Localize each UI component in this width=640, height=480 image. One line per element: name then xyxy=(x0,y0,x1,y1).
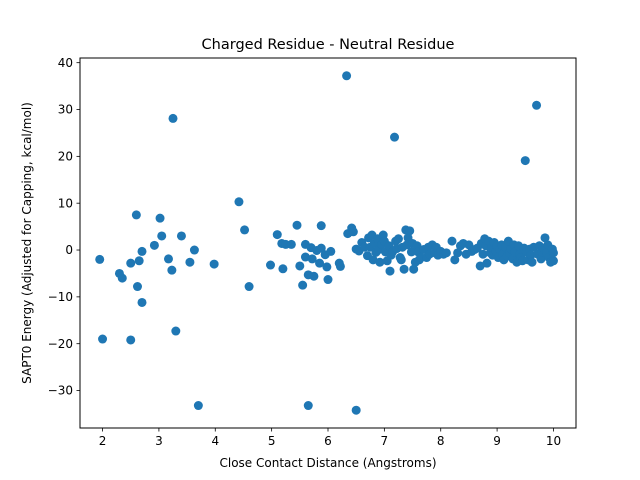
data-point xyxy=(240,225,250,235)
data-point xyxy=(307,254,317,264)
data-point xyxy=(244,282,254,292)
data-point xyxy=(526,250,536,260)
y-tick-label: −20 xyxy=(48,337,73,351)
data-point xyxy=(295,261,305,271)
data-point xyxy=(409,264,419,274)
data-point xyxy=(385,266,395,276)
data-point xyxy=(316,243,326,253)
data-point xyxy=(171,326,181,336)
x-tick-label: 10 xyxy=(546,434,561,448)
data-point xyxy=(335,261,345,271)
data-point xyxy=(193,401,203,411)
x-axis-label: Close Contact Distance (Angstroms) xyxy=(220,456,437,470)
data-point xyxy=(540,233,550,243)
y-tick-label: 20 xyxy=(58,150,73,164)
x-tick-label: 3 xyxy=(155,434,163,448)
data-point xyxy=(441,248,451,258)
data-point xyxy=(351,405,361,415)
data-point xyxy=(286,239,296,249)
data-point xyxy=(155,213,165,223)
data-point xyxy=(167,265,177,275)
data-point xyxy=(309,271,319,281)
y-tick-label: −10 xyxy=(48,290,73,304)
y-tick-label: −30 xyxy=(48,384,73,398)
x-tick-label: 4 xyxy=(211,434,219,448)
x-tick-label: 9 xyxy=(493,434,501,448)
data-point xyxy=(453,248,463,258)
data-point xyxy=(137,246,147,256)
data-point xyxy=(405,226,415,236)
data-point xyxy=(131,210,141,220)
x-tick-label: 6 xyxy=(324,434,332,448)
data-point xyxy=(315,258,325,268)
y-axis-ticks: −30 −20 −10 0 10 20 30 40 xyxy=(48,56,80,398)
data-point xyxy=(316,221,326,231)
y-axis-label: SAPT0 Energy (Adjusted for Capping, kcal… xyxy=(20,102,34,384)
data-point xyxy=(292,220,302,230)
data-point xyxy=(266,260,276,270)
data-point xyxy=(532,100,542,110)
data-point xyxy=(323,275,333,285)
data-point xyxy=(447,236,457,246)
data-point xyxy=(272,230,282,240)
data-point xyxy=(475,261,485,271)
data-point xyxy=(303,401,313,411)
data-points xyxy=(95,71,558,415)
data-point xyxy=(478,249,488,259)
y-tick-label: 40 xyxy=(58,56,73,70)
data-point xyxy=(176,231,186,241)
data-point xyxy=(536,254,546,264)
data-point xyxy=(132,282,142,292)
data-point xyxy=(95,254,105,264)
data-point xyxy=(126,335,136,345)
data-point xyxy=(234,197,244,207)
data-point xyxy=(368,255,378,265)
data-point xyxy=(189,245,199,255)
data-point xyxy=(126,258,136,268)
data-point xyxy=(137,297,147,307)
data-point xyxy=(117,273,127,283)
data-point xyxy=(134,256,144,266)
x-axis-ticks: 2 3 4 5 6 7 8 9 10 xyxy=(99,428,561,448)
y-tick-label: 30 xyxy=(58,103,73,117)
data-point xyxy=(375,257,385,267)
data-point xyxy=(399,264,409,274)
y-tick-label: 10 xyxy=(58,196,73,210)
data-point xyxy=(149,240,159,250)
x-tick-label: 5 xyxy=(268,434,276,448)
data-point xyxy=(342,71,352,81)
data-point xyxy=(390,132,400,142)
data-point xyxy=(278,264,288,274)
data-point xyxy=(527,257,537,267)
x-tick-label: 7 xyxy=(381,434,389,448)
data-point xyxy=(157,231,167,241)
data-point xyxy=(298,280,308,290)
data-point xyxy=(185,257,195,267)
data-point xyxy=(348,227,358,237)
data-point xyxy=(450,255,460,265)
x-tick-label: 8 xyxy=(437,434,445,448)
plot-frame xyxy=(79,57,577,429)
data-point xyxy=(168,113,178,123)
data-point xyxy=(300,252,310,262)
data-point xyxy=(326,246,336,256)
data-point xyxy=(393,234,403,244)
data-point xyxy=(163,254,173,264)
data-point xyxy=(482,258,492,268)
data-point xyxy=(406,247,416,257)
data-point xyxy=(209,259,219,269)
data-point xyxy=(322,262,332,272)
chart-title: Charged Residue - Neutral Residue xyxy=(202,37,455,53)
data-point xyxy=(396,255,406,265)
data-point xyxy=(520,156,530,166)
y-tick-label: 0 xyxy=(65,243,73,257)
data-point xyxy=(548,256,558,266)
data-point xyxy=(98,334,108,344)
x-tick-label: 2 xyxy=(99,434,107,448)
data-point xyxy=(548,248,558,258)
